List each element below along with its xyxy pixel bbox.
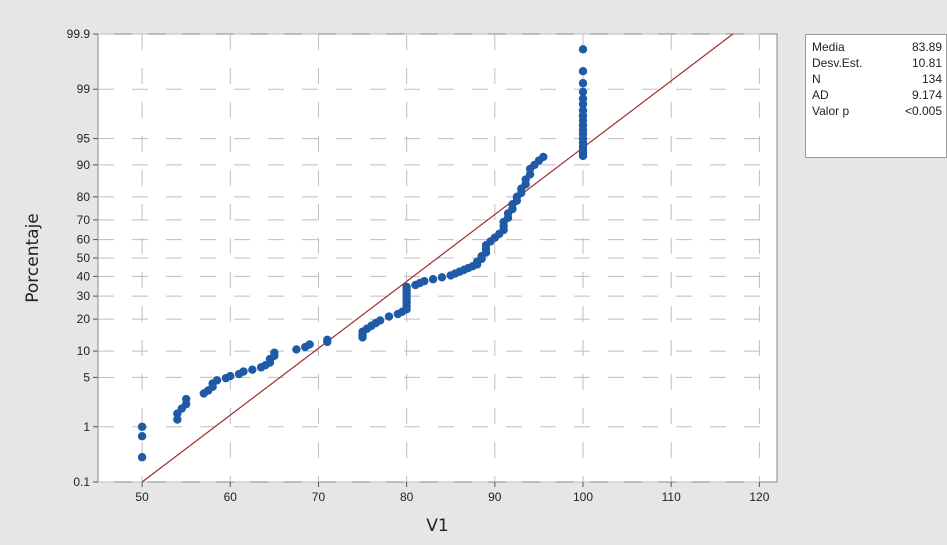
data-point (137, 453, 147, 462)
data-point (428, 275, 438, 284)
stat-label: Media (812, 40, 845, 54)
y-tick-label: 60 (77, 233, 91, 247)
y-tick-label: 30 (77, 289, 91, 303)
y-axis-title: Porcentaje (23, 213, 43, 303)
x-tick-label: 50 (135, 490, 149, 504)
statistics-table: Media 83.89 Desv.Est. 10.81 N 134 AD 9.1… (805, 34, 947, 158)
y-tick-label: 80 (77, 190, 91, 204)
stat-row-p-value: Valor p <0.005 (806, 103, 946, 119)
y-tick-label: 20 (77, 312, 91, 326)
data-point (578, 79, 588, 88)
data-point (323, 335, 332, 345)
data-point (248, 365, 257, 374)
y-tick-label: 5 (83, 370, 90, 384)
x-tick-label: 90 (488, 490, 502, 504)
y-tick-label: 40 (77, 269, 91, 283)
data-point (305, 340, 314, 349)
y-tick-label: 1 (83, 420, 90, 434)
x-tick-label: 70 (312, 490, 326, 504)
stat-label: Desv.Est. (812, 56, 863, 70)
data-point (420, 276, 429, 286)
data-point (212, 376, 222, 385)
data-point (384, 312, 394, 321)
stat-row-mean: Media 83.89 (806, 39, 946, 55)
data-point (437, 273, 447, 282)
y-tick-label: 10 (77, 344, 91, 358)
stat-value: 9.174 (911, 88, 942, 102)
data-point (239, 367, 248, 376)
y-tick-label: 90 (77, 158, 91, 172)
data-point (375, 316, 385, 325)
stat-value: 134 (921, 72, 942, 86)
y-tick-label: 95 (77, 132, 91, 146)
stat-row-n: N 134 (806, 71, 946, 87)
data-point (226, 371, 235, 381)
data-point (173, 415, 182, 424)
data-points (137, 45, 588, 462)
stat-label: AD (812, 88, 829, 102)
stat-row-ad: AD 9.174 (806, 87, 946, 103)
x-tick-label: 110 (662, 490, 681, 504)
x-tick-label: 120 (749, 490, 769, 504)
data-point (578, 66, 588, 76)
data-point (539, 152, 548, 162)
x-tick-label: 60 (224, 490, 238, 504)
data-point (578, 87, 588, 97)
y-tick-label: 99.9 (67, 27, 91, 41)
data-point (292, 345, 301, 354)
stat-value: 10.81 (911, 56, 942, 70)
y-tick-label: 0.1 (73, 475, 90, 489)
data-point (137, 422, 147, 431)
data-point (137, 432, 147, 441)
stat-value: <0.005 (904, 104, 942, 118)
axis-ticks: 50 60 70 80 90 100 110 120 0.1 1 5 10 20 30 40 50 60 70 80… (67, 27, 770, 504)
data-point (578, 106, 588, 115)
y-tick-label: 50 (77, 251, 91, 265)
x-axis-title: V1 (426, 516, 448, 536)
data-point (402, 282, 411, 292)
data-point (578, 94, 588, 103)
fit-line (141, 33, 734, 483)
x-tick-label: 100 (573, 490, 593, 504)
y-tick-label: 70 (77, 213, 91, 227)
data-point (578, 45, 588, 54)
stat-label: N (812, 72, 821, 86)
data-point (181, 394, 191, 404)
y-tick-label: 99 (77, 82, 91, 96)
stat-label: Valor p (812, 104, 850, 118)
data-point (270, 348, 279, 357)
x-tick-label: 80 (400, 490, 414, 504)
stat-value: 83.89 (911, 40, 942, 54)
stat-row-stdev: Desv.Est. 10.81 (806, 55, 946, 71)
